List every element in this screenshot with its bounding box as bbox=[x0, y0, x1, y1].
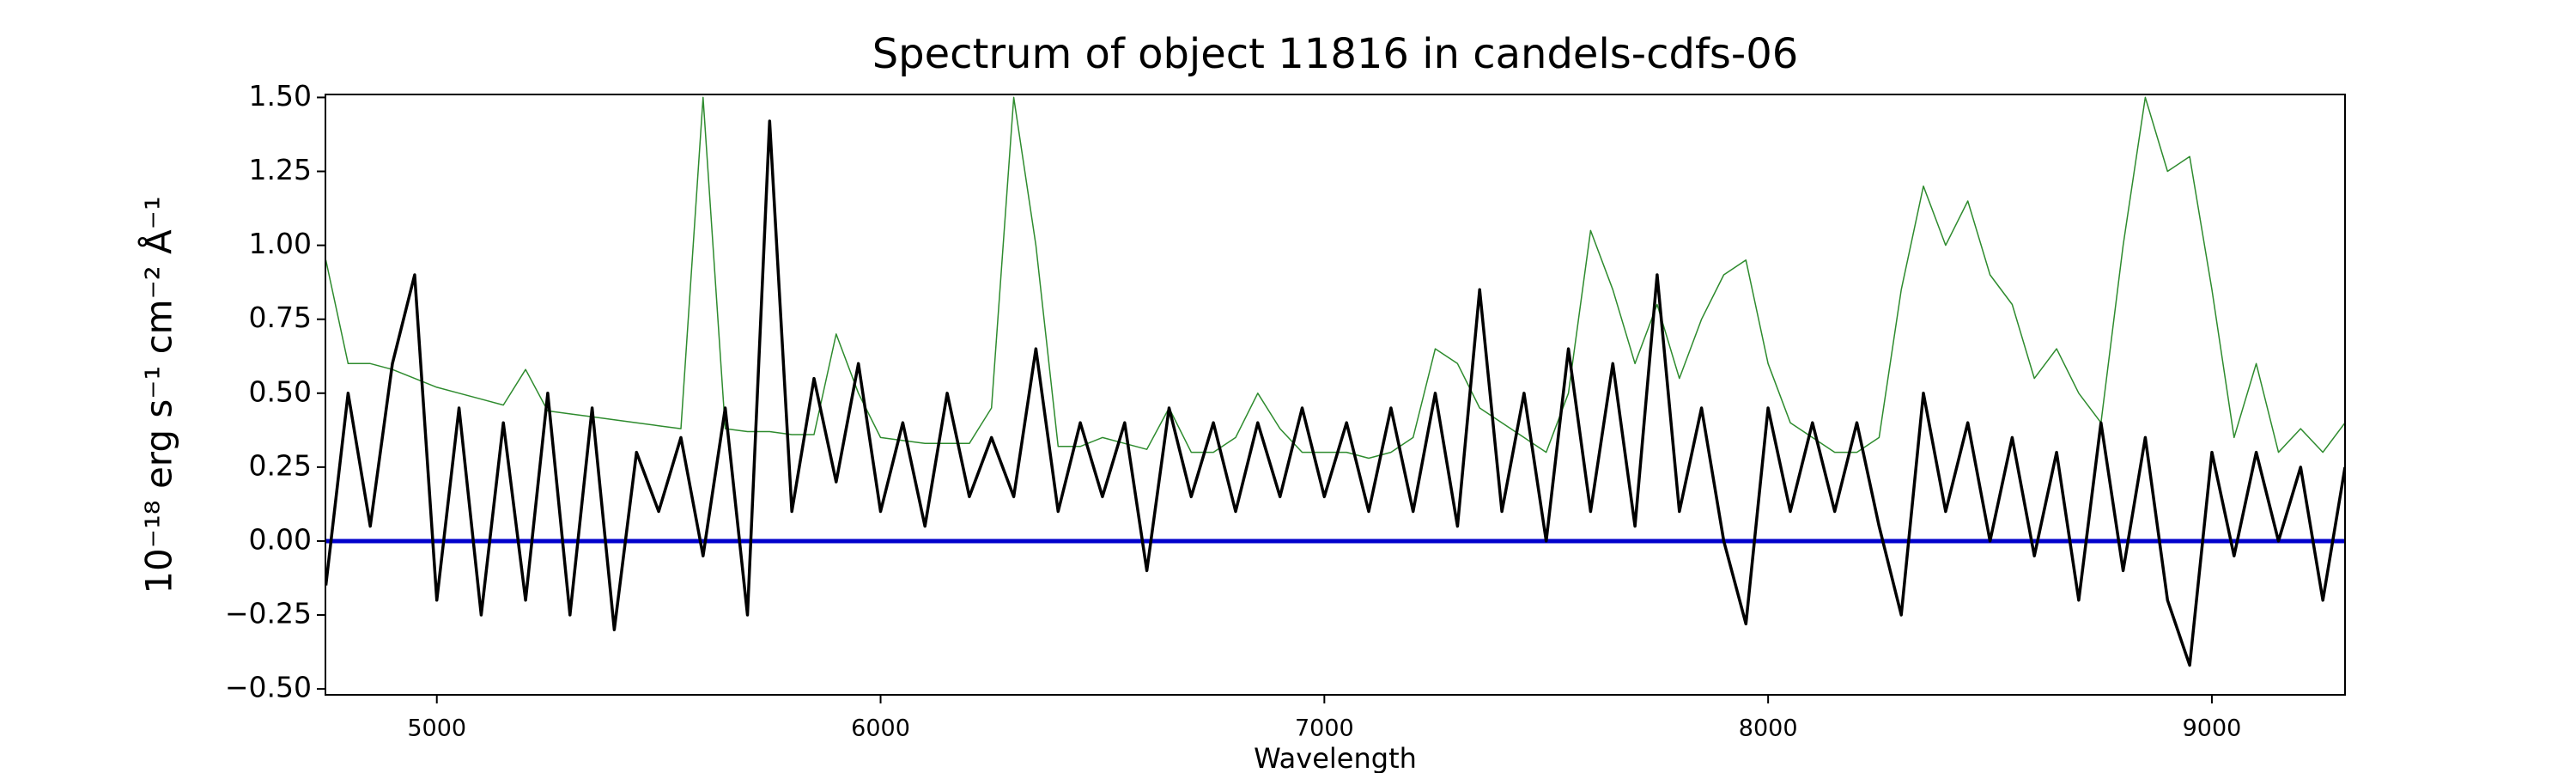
spectrum-line bbox=[325, 119, 2345, 667]
x-tick-label: 5000 bbox=[407, 715, 466, 742]
y-tick-label: 0.25 bbox=[249, 448, 312, 482]
y-tick-label: 1.00 bbox=[249, 227, 312, 260]
y-tick-label: 0.00 bbox=[249, 522, 312, 556]
y-tick-label: 1.25 bbox=[249, 153, 312, 186]
x-tick-label: 7000 bbox=[1295, 715, 1354, 742]
y-tick-label: −0.50 bbox=[225, 671, 312, 704]
x-tick-label: 9000 bbox=[2183, 715, 2242, 742]
y-tick-label: −0.25 bbox=[225, 597, 312, 630]
y-tick-label: 1.50 bbox=[249, 79, 312, 113]
chart-title: Spectrum of object 11816 in candels-cdfs… bbox=[872, 30, 1799, 78]
spectrum-line bbox=[325, 96, 2345, 460]
x-tick-label: 8000 bbox=[1739, 715, 1798, 742]
y-tick-label: 0.50 bbox=[249, 374, 312, 408]
x-tick-label: 6000 bbox=[851, 715, 910, 742]
y-axis-label: 10⁻¹⁸ erg s⁻¹ cm⁻² Å⁻¹ bbox=[137, 196, 180, 593]
y-tick-label: 0.75 bbox=[249, 301, 312, 334]
plot-area bbox=[325, 96, 2345, 667]
x-axis-label: Wavelength bbox=[1254, 742, 1417, 773]
plot-frame bbox=[325, 94, 2346, 696]
